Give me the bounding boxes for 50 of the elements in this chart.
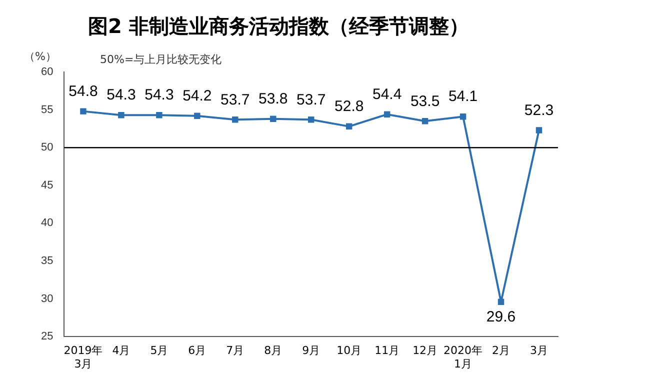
x-tick-label: 7月 xyxy=(226,344,244,358)
x-tick-label: 4月 xyxy=(112,344,130,358)
x-tick-label: 3月 xyxy=(530,344,548,358)
x-tick-label: 11月 xyxy=(374,344,400,358)
point xyxy=(346,123,352,130)
point xyxy=(536,127,542,134)
point xyxy=(384,111,390,118)
y-tick-label: 40 xyxy=(40,217,54,230)
x-tick-label: 8月 xyxy=(264,344,282,358)
point xyxy=(156,112,162,118)
y-tick-label: 50 xyxy=(40,142,54,154)
text: 50%=与上月比较无变化 xyxy=(100,52,222,67)
y-tick-label: 45 xyxy=(40,179,54,192)
y-axis-title: （%） xyxy=(24,50,56,63)
y-tick-label: 30 xyxy=(40,292,54,305)
data-label: 54.3 xyxy=(144,86,174,104)
y-tick-label: 60 xyxy=(40,66,54,78)
x-tick-label: 9月 xyxy=(302,344,320,358)
y-tick-label: 35 xyxy=(40,255,54,268)
point xyxy=(80,108,86,114)
point xyxy=(422,118,428,124)
point xyxy=(118,112,124,118)
data-label: 29.6 xyxy=(486,308,516,326)
point xyxy=(498,298,504,305)
data-label: 52.8 xyxy=(334,98,364,116)
x-tick-label: 2019年 3月 xyxy=(64,344,103,370)
data-label: 54.2 xyxy=(182,87,212,104)
chart-title: 图2 非制造业商务活动指数（经季节调整） xyxy=(87,13,470,40)
data-label: 52.3 xyxy=(524,102,554,119)
point xyxy=(232,116,238,123)
data-label: 54.1 xyxy=(448,88,478,106)
x-tick-label: 6月 xyxy=(188,344,206,358)
data-label: 54.3 xyxy=(106,86,136,104)
x-tick-label: 12月 xyxy=(412,344,438,358)
y-tick-label: 55 xyxy=(40,104,54,116)
point xyxy=(270,116,276,122)
data-label: 53.5 xyxy=(410,92,440,110)
point xyxy=(194,112,200,119)
data-label: 54.4 xyxy=(372,86,402,103)
x-tick-label: 2020年 1月 xyxy=(444,344,483,370)
point xyxy=(460,113,466,120)
y-tick-label: 25 xyxy=(40,330,54,343)
data-label: 54.8 xyxy=(68,82,98,100)
data-label: 53.7 xyxy=(296,91,326,108)
x-tick-label: 5月 xyxy=(150,344,168,358)
x-tick-label: 10月 xyxy=(336,344,362,358)
x-tick-label: 2月 xyxy=(492,344,510,358)
point xyxy=(308,116,314,123)
data-label: 53.7 xyxy=(220,91,250,108)
data-label: 53.8 xyxy=(258,90,288,108)
